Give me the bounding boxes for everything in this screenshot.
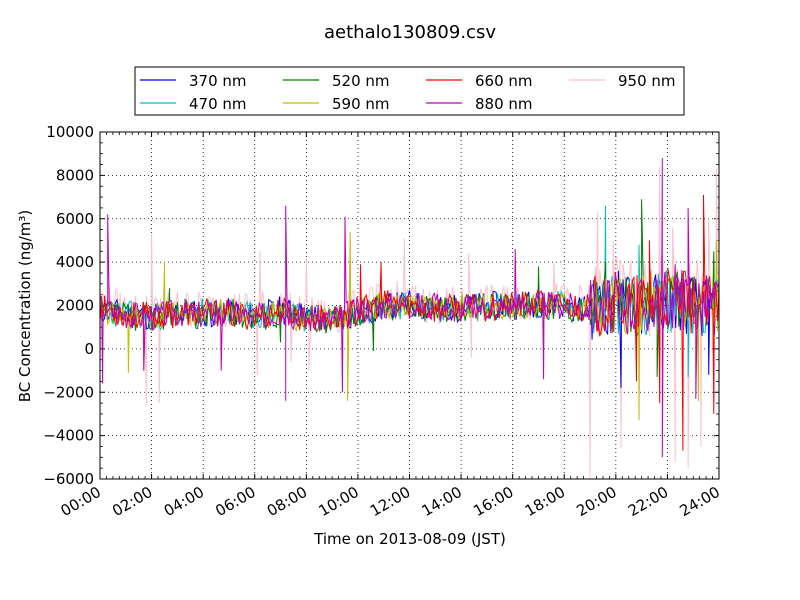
x-tick-label: 12:00	[367, 483, 413, 520]
legend-label: 370 nm	[189, 72, 247, 90]
y-tick-label: 4000	[56, 253, 94, 271]
x-tick-label: 06:00	[212, 483, 258, 520]
y-tick-label: 2000	[56, 297, 94, 315]
x-axis-label: Time on 2013-08-09 (JST)	[313, 530, 506, 548]
series-line-660nm	[100, 194, 719, 451]
x-tick-label: 22:00	[625, 483, 671, 520]
x-tick-label: 18:00	[522, 483, 568, 520]
y-tick-label: 6000	[56, 210, 94, 228]
y-tick-label: −4000	[43, 427, 94, 445]
y-tick-label: 8000	[56, 166, 94, 184]
legend-label: 470 nm	[189, 95, 247, 113]
y-axis-label: BC Concentration (ng/m³)	[16, 210, 34, 403]
x-tick-label: 04:00	[161, 483, 207, 520]
series-line-590nm	[100, 231, 719, 421]
x-tick-label: 24:00	[677, 483, 723, 520]
y-tick-label: −6000	[43, 470, 94, 488]
chart-title: aethalo130809.csv	[324, 22, 496, 43]
x-tick-label: 16:00	[470, 483, 516, 520]
x-tick-label: 14:00	[419, 483, 465, 520]
legend-label: 590 nm	[332, 95, 390, 113]
y-tick-label: 10000	[46, 123, 94, 141]
x-tick-label: 20:00	[573, 483, 619, 520]
legend-label: 660 nm	[475, 72, 533, 90]
legend-label: 950 nm	[618, 72, 676, 90]
series-group	[100, 157, 719, 479]
y-tick-label: 0	[84, 340, 94, 358]
y-tick-label: −2000	[43, 383, 94, 401]
plot-frame	[99, 131, 720, 480]
legend-box	[134, 66, 685, 116]
legend-label: 520 nm	[332, 72, 390, 90]
series-line-880nm	[100, 157, 719, 458]
x-tick-label: 02:00	[109, 483, 155, 520]
x-tick-label: 10:00	[315, 483, 361, 520]
legend: 370 nm 470 nm 520 nm 590 nm 660 nm 880 nm 950 …	[134, 66, 685, 116]
x-tick-label: 08:00	[264, 483, 310, 520]
legend-label: 880 nm	[475, 95, 533, 113]
plot-area: −6000 −4000 −2000 0 2000 4000 6000 8000 10000 00:…	[43, 123, 723, 520]
x-tick-label: 00:00	[58, 483, 104, 520]
